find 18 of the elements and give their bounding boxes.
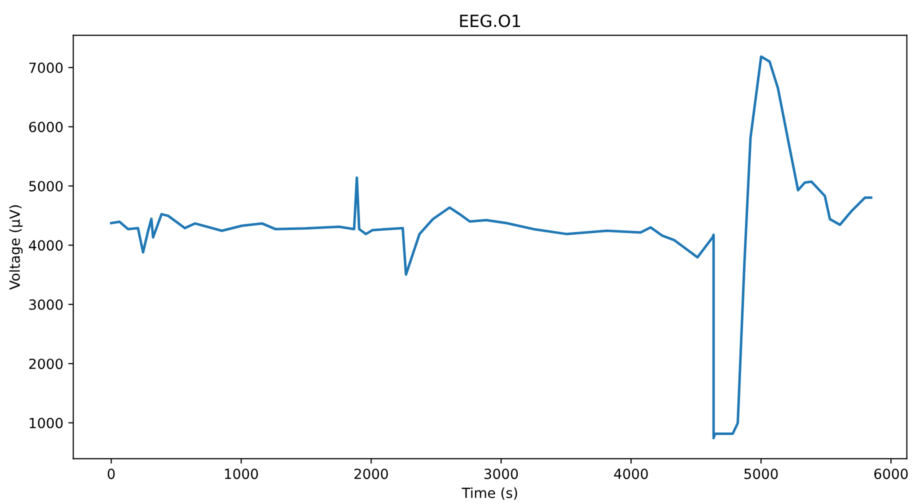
y-tick-label: 2000 — [29, 358, 63, 370]
y-axis-title: Voltage (µV) — [9, 205, 23, 290]
x-tick-label: 4000 — [614, 468, 648, 480]
x-tick-label: 6000 — [874, 468, 908, 480]
y-tick-label: 4000 — [28, 240, 63, 251]
y-tick-label: 1000 — [30, 418, 63, 428]
x-tick-label: 5000 — [744, 468, 778, 480]
x-tick-label: 3000 — [484, 468, 518, 480]
chart-title: EEG.O1 — [460, 14, 520, 28]
y-tick-label: 3000 — [29, 299, 63, 310]
x-tick-label: 1000 — [225, 468, 258, 480]
x-tick-label: 2000 — [354, 468, 388, 480]
x-tick-label: 0 — [108, 468, 115, 480]
y-tick-label: 5000 — [29, 180, 63, 192]
y-tick-label: 7000 — [29, 62, 63, 74]
x-axis-title: Time (s) — [462, 487, 518, 500]
line-series — [110, 55, 872, 440]
y-tick-label: 6000 — [29, 122, 63, 132]
